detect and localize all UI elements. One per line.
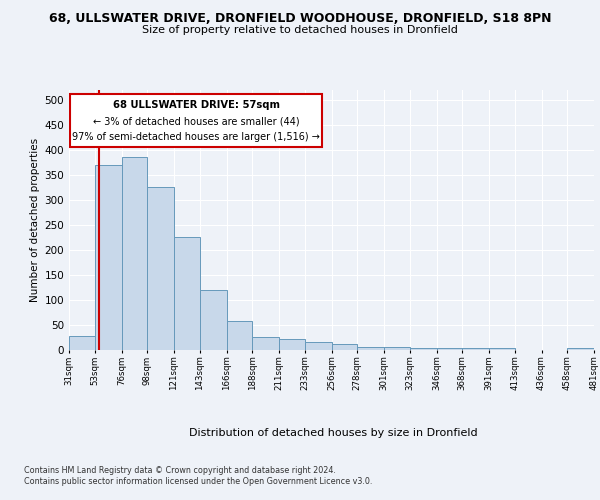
Bar <box>567 348 594 350</box>
Bar <box>200 290 227 350</box>
Text: Distribution of detached houses by size in Dronfield: Distribution of detached houses by size … <box>188 428 478 438</box>
Bar <box>252 336 279 350</box>
Bar <box>462 348 489 350</box>
Bar <box>95 165 121 350</box>
Text: ← 3% of detached houses are smaller (44): ← 3% of detached houses are smaller (44) <box>93 117 299 127</box>
Y-axis label: Number of detached properties: Number of detached properties <box>30 138 40 302</box>
Bar <box>305 342 331 350</box>
Bar <box>331 344 357 350</box>
Bar <box>384 347 410 350</box>
FancyBboxPatch shape <box>70 94 322 148</box>
Text: Contains public sector information licensed under the Open Government Licence v3: Contains public sector information licen… <box>24 478 373 486</box>
Bar <box>121 158 147 350</box>
Text: 68 ULLSWATER DRIVE: 57sqm: 68 ULLSWATER DRIVE: 57sqm <box>113 100 280 110</box>
Text: Contains HM Land Registry data © Crown copyright and database right 2024.: Contains HM Land Registry data © Crown c… <box>24 466 336 475</box>
Text: 68, ULLSWATER DRIVE, DRONFIELD WOODHOUSE, DRONFIELD, S18 8PN: 68, ULLSWATER DRIVE, DRONFIELD WOODHOUSE… <box>49 12 551 26</box>
Bar <box>357 346 384 350</box>
Text: 97% of semi-detached houses are larger (1,516) →: 97% of semi-detached houses are larger (… <box>72 132 320 142</box>
Bar <box>410 348 437 350</box>
Bar <box>437 348 462 350</box>
Bar <box>489 348 515 350</box>
Bar <box>279 339 305 350</box>
Bar <box>147 188 174 350</box>
Bar <box>227 321 252 350</box>
Bar <box>69 336 95 350</box>
Bar <box>174 238 200 350</box>
Text: Size of property relative to detached houses in Dronfield: Size of property relative to detached ho… <box>142 25 458 35</box>
